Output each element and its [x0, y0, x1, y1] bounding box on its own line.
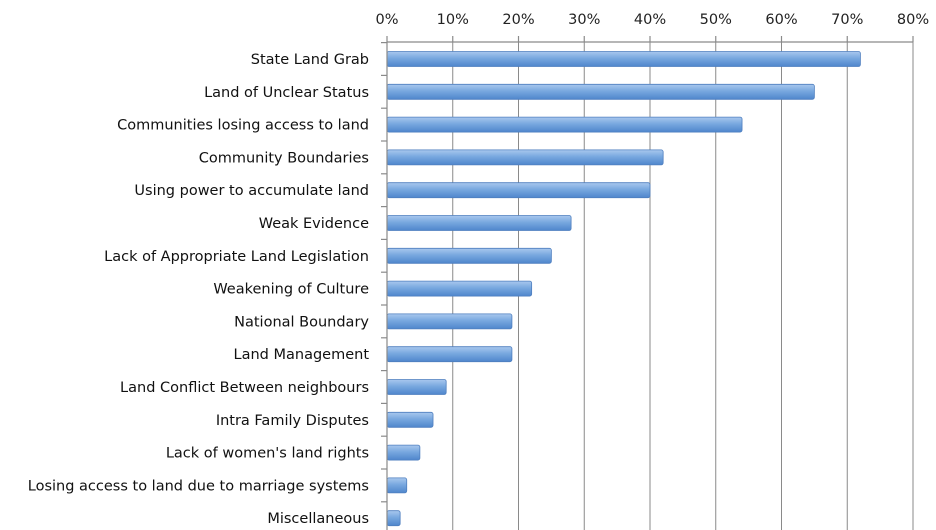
category-label: Land Conflict Between neighbours: [120, 380, 369, 396]
category-label: Intra Family Disputes: [216, 413, 369, 429]
category-label: Land Management: [234, 347, 370, 363]
category-label: State Land Grab: [251, 52, 369, 68]
bar: [386, 51, 861, 67]
category-label: Weakening of Culture: [213, 282, 369, 298]
x-tick-label: 80%: [897, 12, 929, 28]
x-tick-label: 70%: [831, 12, 863, 28]
bar: [386, 280, 533, 297]
bar: [386, 477, 408, 494]
bars: [386, 51, 861, 527]
bar: [386, 215, 572, 231]
category-label: Community Boundaries: [199, 150, 369, 166]
category-label: Communities losing access to land: [117, 118, 369, 134]
x-tick-label: 0%: [375, 12, 398, 28]
category-label: Miscellaneous: [267, 511, 369, 527]
bar: [386, 182, 651, 199]
bar: [386, 411, 434, 428]
bar: [386, 346, 513, 363]
x-tick-label: 10%: [437, 12, 469, 28]
bar: [386, 510, 401, 527]
x-tick-label: 30%: [568, 12, 600, 28]
category-label: Lack of women's land rights: [166, 446, 369, 462]
category-label: Land of Unclear Status: [204, 85, 369, 101]
bar: [386, 444, 421, 461]
category-label: Losing access to land due to marriage sy…: [28, 478, 369, 494]
x-tick-label: 20%: [502, 12, 534, 28]
category-label: Lack of Appropriate Land Legislation: [104, 249, 369, 265]
x-tick-label: 60%: [765, 12, 797, 28]
x-tick-labels: 0% 10% 20% 30% 40% 50% 60% 70% 80%: [375, 12, 929, 28]
category-label: National Boundary: [234, 314, 369, 330]
bar: [386, 247, 552, 264]
category-label: Using power to accumulate land: [134, 183, 369, 199]
bar: [386, 313, 513, 330]
bar: [386, 83, 815, 100]
category-labels: State Land Grab Land of Unclear Status Com…: [28, 52, 370, 527]
x-tick-label: 40%: [634, 12, 666, 28]
bar: [386, 379, 447, 395]
axis-layer: [381, 36, 914, 530]
x-tick-label: 50%: [700, 12, 732, 28]
category-label: Weak Evidence: [259, 216, 369, 232]
bar: [386, 116, 743, 133]
bar: [386, 149, 664, 166]
